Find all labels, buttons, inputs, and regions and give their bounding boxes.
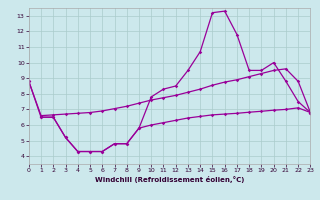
X-axis label: Windchill (Refroidissement éolien,°C): Windchill (Refroidissement éolien,°C) (95, 176, 244, 183)
